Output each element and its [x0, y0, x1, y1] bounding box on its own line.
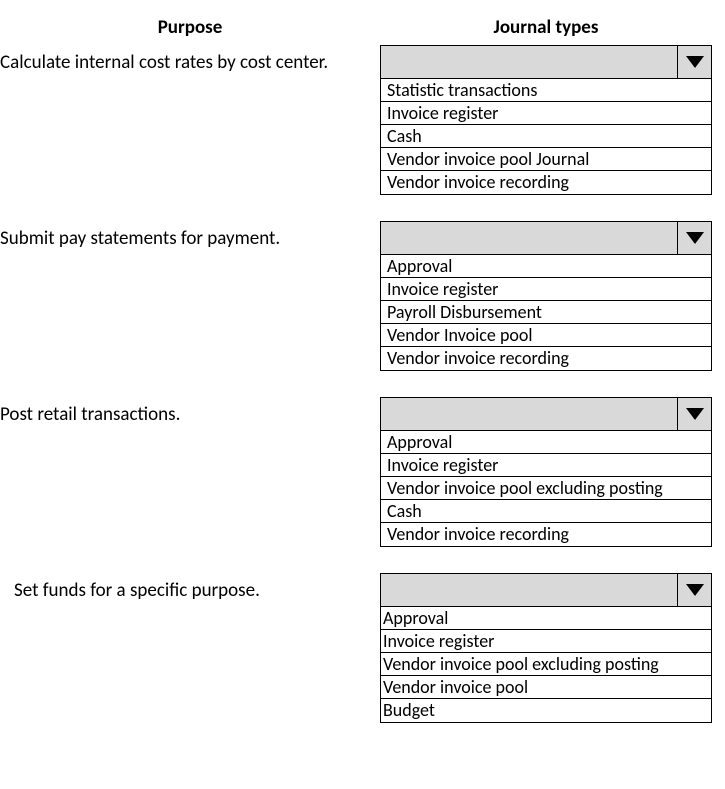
matching-panel: Purpose Journal types Calculate internal… [0, 0, 725, 789]
list-item[interactable]: Approval [381, 431, 711, 454]
match-row: Post retail transactions. Approval Invoi… [0, 397, 725, 547]
header-purpose: Purpose [0, 8, 380, 45]
select-display [381, 574, 677, 606]
purpose-text: Calculate internal cost rates by cost ce… [0, 45, 380, 76]
list-item[interactable]: Payroll Disbursement [381, 301, 711, 324]
list-item[interactable]: Vendor invoice pool [381, 676, 711, 699]
chevron-down-icon[interactable] [677, 398, 711, 430]
list-item[interactable]: Invoice register [381, 454, 711, 477]
list-item[interactable]: Vendor invoice recording [381, 347, 711, 370]
list-item[interactable]: Vendor invoice pool excluding posting [381, 653, 711, 676]
journal-cell: Approval Invoice register Vendor invoice… [380, 573, 712, 723]
select-display [381, 46, 677, 78]
journal-type-select[interactable] [380, 45, 712, 79]
column-headers: Purpose Journal types [0, 8, 725, 45]
list-item[interactable]: Invoice register [381, 102, 711, 125]
header-journal-types: Journal types [380, 8, 712, 45]
list-item[interactable]: Cash [381, 500, 711, 523]
list-item[interactable]: Invoice register [381, 278, 711, 301]
journal-cell: Approval Invoice register Vendor invoice… [380, 397, 712, 547]
select-display [381, 222, 677, 254]
match-row: Calculate internal cost rates by cost ce… [0, 45, 725, 195]
journal-cell: Statistic transactions Invoice register … [380, 45, 712, 195]
list-item[interactable]: Vendor Invoice pool [381, 324, 711, 347]
purpose-text: Submit pay statements for payment. [0, 221, 380, 252]
list-item[interactable]: Invoice register [381, 630, 711, 653]
journal-type-select[interactable] [380, 221, 712, 255]
list-item[interactable]: Approval [381, 607, 711, 630]
journal-cell: Approval Invoice register Payroll Disbur… [380, 221, 712, 371]
match-row: Set funds for a specific purpose. Approv… [0, 573, 725, 723]
list-item[interactable]: Vendor invoice recording [381, 171, 711, 194]
options-list: Approval Invoice register Vendor invoice… [380, 607, 712, 723]
list-item[interactable]: Vendor invoice pool excluding posting [381, 477, 711, 500]
list-item[interactable]: Cash [381, 125, 711, 148]
chevron-down-icon[interactable] [677, 222, 711, 254]
options-list: Statistic transactions Invoice register … [380, 79, 712, 195]
chevron-down-icon[interactable] [677, 46, 711, 78]
list-item[interactable]: Vendor invoice pool Journal [381, 148, 711, 171]
list-item[interactable]: Budget [381, 699, 711, 722]
options-list: Approval Invoice register Payroll Disbur… [380, 255, 712, 371]
purpose-text: Post retail transactions. [0, 397, 380, 428]
select-display [381, 398, 677, 430]
journal-type-select[interactable] [380, 573, 712, 607]
purpose-text: Set funds for a specific purpose. [0, 573, 380, 604]
options-list: Approval Invoice register Vendor invoice… [380, 431, 712, 547]
journal-type-select[interactable] [380, 397, 712, 431]
list-item[interactable]: Statistic transactions [381, 79, 711, 102]
list-item[interactable]: Vendor invoice recording [381, 523, 711, 546]
chevron-down-icon[interactable] [677, 574, 711, 606]
match-row: Submit pay statements for payment. Appro… [0, 221, 725, 371]
list-item[interactable]: Approval [381, 255, 711, 278]
